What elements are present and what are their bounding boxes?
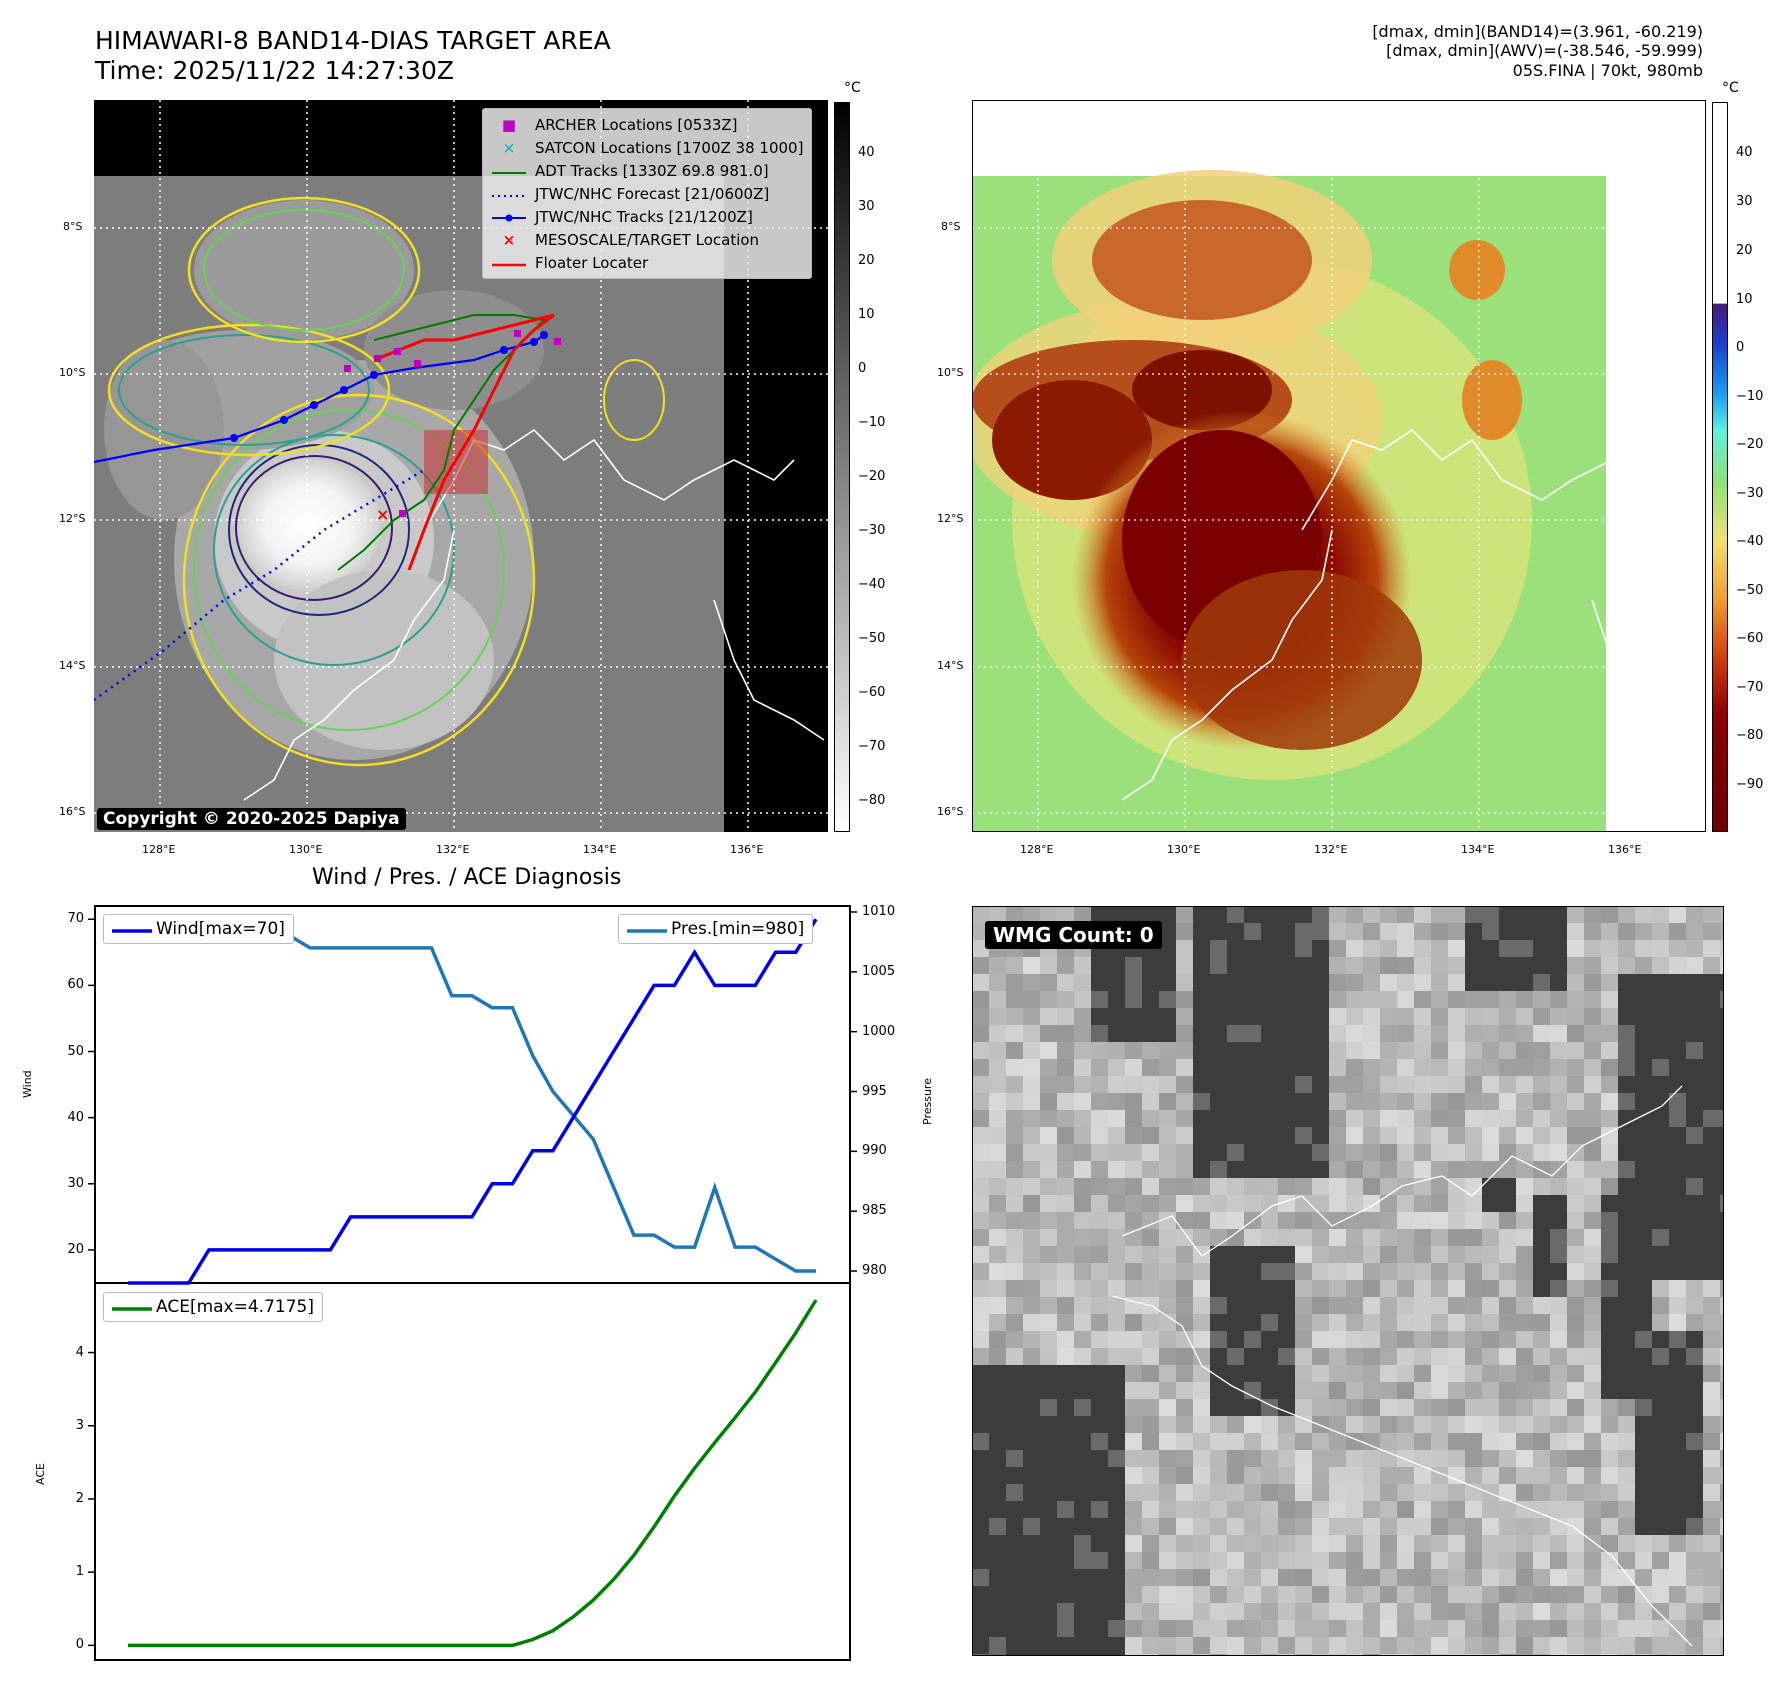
square-icon: ■ bbox=[501, 115, 517, 134]
pres-tick-label: 1000 bbox=[862, 1023, 896, 1039]
ace-tick-label: 2 bbox=[75, 1490, 84, 1506]
pres-tick-label: 985 bbox=[862, 1203, 887, 1219]
storm-info: 05S.FINA | 70kt, 980mb bbox=[1512, 61, 1703, 80]
diag-title: Wind / Pres. / ACE Diagnosis bbox=[312, 865, 622, 890]
line-icon bbox=[112, 919, 152, 939]
map-legend: ■ ARCHER Locations [0533Z] × SATCON Locati… bbox=[482, 108, 813, 279]
timestamp: Time: 2025/11/22 14:27:30Z bbox=[95, 56, 454, 85]
lon-label: 136°E bbox=[1608, 843, 1642, 856]
colorbar-unit: °C bbox=[844, 80, 861, 96]
lon-label: 134°E bbox=[583, 843, 617, 856]
line-icon bbox=[627, 919, 667, 939]
lon-label: 130°E bbox=[1167, 843, 1201, 856]
lon-label: 130°E bbox=[289, 843, 323, 856]
ace-tick-label: 4 bbox=[75, 1344, 84, 1360]
wind-tick-label: 50 bbox=[67, 1043, 84, 1059]
ace-legend: ACE[max=4.7175] bbox=[103, 1292, 323, 1322]
line-icon bbox=[491, 254, 527, 272]
lat-label: 16°S bbox=[59, 805, 86, 818]
legend-satcon: × SATCON Locations [1700Z 38 1000] bbox=[491, 136, 804, 159]
lon-label: 134°E bbox=[1461, 843, 1495, 856]
pres-tick-label: 1005 bbox=[862, 963, 896, 979]
ace-series-line bbox=[128, 1299, 818, 1648]
lat-label: 10°S bbox=[59, 366, 86, 379]
lat-label: 12°S bbox=[59, 512, 86, 525]
color-colorbar bbox=[1712, 102, 1728, 832]
wind-series-line bbox=[128, 918, 818, 1285]
lat-label: 12°S bbox=[937, 512, 964, 525]
wind-tick-label: 30 bbox=[67, 1175, 84, 1191]
x-icon: × bbox=[502, 138, 516, 157]
lat-label: 14°S bbox=[937, 659, 964, 672]
wind-tick-label: 40 bbox=[67, 1109, 84, 1125]
line-icon bbox=[491, 162, 527, 180]
pressure-series-line bbox=[128, 922, 816, 1273]
awv-range: [dmax, dmin](AWV)=(-38.546, -59.999) bbox=[1386, 41, 1703, 60]
x-icon: × bbox=[502, 230, 516, 249]
page-title: HIMAWARI-8 BAND14-DIAS TARGET AREA bbox=[95, 26, 611, 55]
legend-archer: ■ ARCHER Locations [0533Z] bbox=[491, 113, 803, 136]
band14-range: [dmax, dmin](BAND14)=(3.961, -60.219) bbox=[1372, 22, 1703, 41]
wind-tick-label: 70 bbox=[67, 911, 84, 927]
lon-label: 132°E bbox=[436, 843, 470, 856]
lat-label: 8°S bbox=[63, 220, 83, 233]
wmg-count-badge: WMG Count: 0 bbox=[985, 921, 1162, 949]
legend-target: × MESOSCALE/TARGET Location bbox=[491, 228, 803, 251]
dot-line-icon bbox=[491, 208, 527, 226]
wind-axis-label: Wind bbox=[21, 1070, 34, 1098]
wind-tick-label: 60 bbox=[67, 977, 84, 993]
dotted-line-icon bbox=[491, 185, 527, 203]
pres-tick-label: 1010 bbox=[862, 903, 896, 919]
lat-label: 16°S bbox=[937, 805, 964, 818]
lon-label: 128°E bbox=[1020, 843, 1054, 856]
legend-forecast: JTWC/NHC Forecast [21/0600Z] bbox=[491, 182, 803, 205]
lat-label: 10°S bbox=[937, 366, 964, 379]
lon-label: 128°E bbox=[142, 843, 176, 856]
diagnosis-chart bbox=[88, 905, 857, 1661]
legend-jtwc-track: JTWC/NHC Tracks [21/1200Z] bbox=[491, 205, 803, 228]
pres-tick-label: 980 bbox=[862, 1263, 887, 1279]
lon-label: 132°E bbox=[1314, 843, 1348, 856]
ace-axis-label: ACE bbox=[34, 1463, 47, 1485]
wmg-panel bbox=[972, 906, 1724, 1656]
lat-label: 14°S bbox=[59, 659, 86, 672]
legend-floater: Floater Locater bbox=[491, 251, 803, 274]
colorbar-unit: °C bbox=[1722, 80, 1739, 96]
pres-tick-label: 995 bbox=[862, 1083, 887, 1099]
wind-legend: Wind[max=70] bbox=[103, 914, 294, 944]
lon-label: 136°E bbox=[730, 843, 764, 856]
ace-tick-label: 1 bbox=[75, 1564, 84, 1580]
copyright-badge: Copyright © 2020-2025 Dapiya bbox=[97, 808, 406, 830]
pressure-legend: Pres.[min=980] bbox=[618, 914, 814, 944]
grayscale-colorbar bbox=[834, 102, 850, 832]
lat-label: 8°S bbox=[941, 220, 961, 233]
pres-tick-label: 990 bbox=[862, 1143, 887, 1159]
target-marker: × bbox=[376, 505, 389, 524]
wind-tick-label: 20 bbox=[67, 1241, 84, 1257]
line-icon bbox=[112, 1297, 152, 1317]
ace-tick-label: 3 bbox=[75, 1417, 84, 1433]
ace-tick-label: 0 bbox=[75, 1637, 84, 1653]
color-ir-map-panel bbox=[972, 100, 1706, 832]
pressure-axis-label: Pressure bbox=[921, 1078, 934, 1125]
legend-adt: ADT Tracks [1330Z 69.8 981.0] bbox=[491, 159, 803, 182]
